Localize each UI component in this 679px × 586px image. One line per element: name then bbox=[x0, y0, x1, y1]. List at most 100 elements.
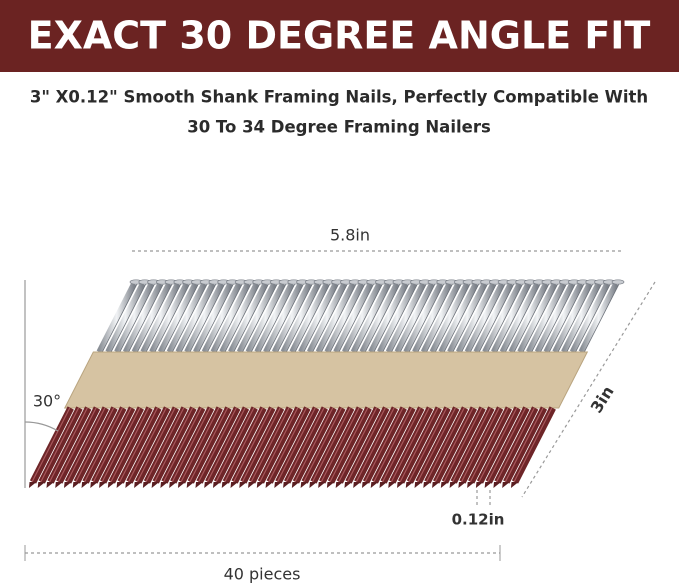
nail-highlight bbox=[478, 407, 518, 483]
nail-shank bbox=[149, 282, 190, 354]
nail-tip bbox=[291, 482, 300, 488]
nail-highlight bbox=[311, 407, 351, 483]
nail-highlight bbox=[487, 407, 527, 483]
nail-highlight bbox=[215, 407, 255, 483]
nail-shank-edge bbox=[364, 283, 401, 353]
nail-highlight bbox=[66, 407, 106, 483]
nail-shank bbox=[578, 282, 619, 354]
nail-shank bbox=[219, 282, 260, 354]
nail-shank-edge bbox=[224, 283, 261, 353]
nail-shank bbox=[175, 282, 216, 354]
nail-coated bbox=[178, 406, 223, 484]
nail-shank-edge bbox=[513, 283, 550, 353]
nail-coated bbox=[327, 406, 372, 484]
nail-shank-edge bbox=[373, 283, 410, 353]
nail-coated bbox=[433, 406, 478, 484]
nail-shank bbox=[166, 282, 207, 354]
nail-highlight bbox=[285, 407, 325, 483]
nail-coated bbox=[100, 406, 144, 484]
nail-shank bbox=[342, 282, 383, 354]
nail-tip bbox=[414, 482, 423, 488]
nail-shank bbox=[552, 282, 593, 354]
nail-shank-edge bbox=[399, 283, 436, 353]
nail-shank bbox=[473, 282, 514, 354]
nail-highlight bbox=[224, 407, 264, 483]
nail-highlight bbox=[197, 407, 237, 483]
nail-shank-edge bbox=[522, 283, 559, 353]
nail-highlight bbox=[145, 407, 185, 483]
nail-shank-edge bbox=[145, 283, 182, 353]
nail-shank bbox=[184, 282, 225, 354]
nail-tip bbox=[72, 482, 81, 488]
nail-tip bbox=[449, 482, 458, 488]
nail-coated bbox=[117, 406, 162, 484]
nail-coated bbox=[222, 406, 267, 484]
nail-coated bbox=[38, 406, 83, 484]
nail-coated bbox=[73, 406, 118, 484]
nail-shank bbox=[359, 282, 400, 354]
nail-shank bbox=[131, 282, 172, 354]
nail-shank-edge bbox=[557, 283, 594, 353]
nail-shank-edge bbox=[347, 283, 383, 353]
nail-shank-edge bbox=[207, 283, 243, 353]
nail-tip bbox=[265, 482, 274, 488]
nail-highlight bbox=[373, 407, 413, 483]
nail-tip bbox=[309, 482, 317, 488]
nail-shank-edge bbox=[531, 283, 567, 353]
nail-highlight bbox=[92, 407, 132, 483]
nail-shank bbox=[491, 282, 532, 354]
nail-coated bbox=[503, 406, 548, 484]
nail-highlight bbox=[259, 407, 299, 483]
nail-coated bbox=[459, 406, 504, 484]
nail-highlight bbox=[233, 407, 272, 483]
nail-shank-edge bbox=[356, 283, 392, 353]
nail-tip bbox=[28, 482, 37, 488]
header-band bbox=[0, 0, 679, 72]
nail-highlight bbox=[250, 407, 290, 483]
nail-coated bbox=[397, 406, 442, 484]
nail-tip bbox=[458, 482, 466, 488]
nail-highlight bbox=[110, 407, 150, 483]
nail-tip bbox=[64, 482, 72, 488]
nail-shank-edge bbox=[461, 283, 497, 353]
nail-coated bbox=[476, 406, 521, 484]
nail-highlight bbox=[303, 407, 342, 483]
nail-shank-edge bbox=[110, 283, 147, 353]
nail-highlight bbox=[101, 407, 141, 483]
nail-shank-edge bbox=[548, 283, 585, 353]
nail-tip bbox=[510, 482, 519, 488]
nail-tip bbox=[230, 482, 239, 488]
nail-tip bbox=[379, 482, 388, 488]
nail-shank bbox=[280, 282, 321, 354]
nail-highlight bbox=[162, 407, 202, 483]
nail-shank bbox=[122, 282, 163, 354]
nail-shank-edge bbox=[391, 283, 427, 353]
nail-highlight bbox=[180, 407, 220, 483]
nail-highlight bbox=[513, 407, 553, 483]
nail-shank bbox=[499, 282, 540, 354]
nail-shank-edge bbox=[101, 283, 138, 353]
nail-coated bbox=[485, 406, 530, 484]
nail-tip bbox=[125, 482, 133, 488]
nail-shank bbox=[333, 282, 374, 354]
nail-tip bbox=[204, 482, 212, 488]
nail-shank bbox=[324, 282, 365, 354]
nail-coated bbox=[126, 406, 171, 484]
nail-highlight bbox=[268, 407, 307, 483]
nail-shank bbox=[394, 282, 435, 354]
nail-shank bbox=[482, 282, 523, 354]
count-label: 40 pieces bbox=[224, 565, 301, 584]
nail-shank-edge bbox=[338, 283, 374, 353]
nail-highlight bbox=[390, 407, 430, 483]
nail-highlight bbox=[329, 407, 369, 483]
nail-tip bbox=[370, 482, 379, 488]
nail-tip bbox=[423, 482, 431, 488]
nail-coated bbox=[336, 406, 381, 484]
nail-shank bbox=[420, 282, 461, 354]
nail-shank bbox=[201, 282, 242, 354]
nail-tip bbox=[300, 482, 309, 488]
nail-tip bbox=[248, 482, 256, 488]
nail-shank bbox=[245, 282, 286, 354]
nail-shank-edge bbox=[583, 283, 620, 353]
nail-tip bbox=[169, 482, 177, 488]
